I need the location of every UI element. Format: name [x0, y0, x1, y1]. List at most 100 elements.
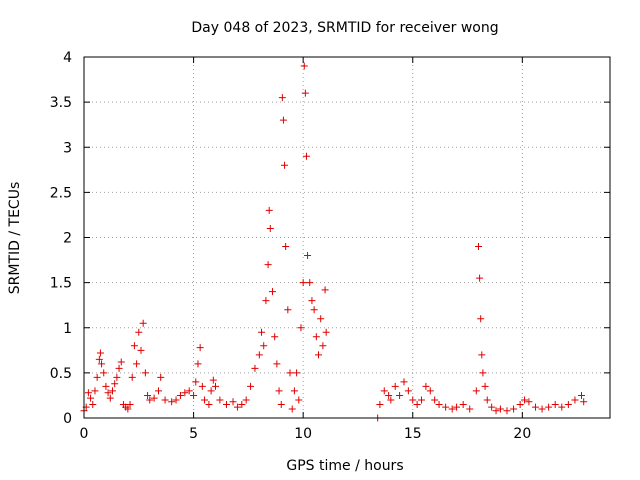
data-point	[492, 407, 500, 415]
data-point	[104, 389, 112, 397]
data-point	[84, 389, 92, 397]
data-point	[212, 382, 219, 390]
data-point	[251, 364, 259, 372]
data-point	[295, 396, 303, 404]
x-tick-label: 10	[294, 426, 312, 442]
data-point	[242, 396, 250, 404]
data-point	[168, 398, 176, 406]
data-point	[299, 279, 307, 287]
data-point	[478, 351, 486, 359]
data-point	[488, 403, 496, 411]
data-point	[262, 297, 270, 305]
y-tick-label: 2.5	[50, 185, 72, 201]
data-point	[479, 369, 487, 377]
data-point	[380, 387, 388, 395]
data-point	[176, 391, 184, 399]
y-tick-label: 1.5	[50, 276, 72, 292]
data-point	[198, 382, 206, 390]
data-point	[135, 328, 143, 336]
data-point	[205, 400, 213, 408]
data-point	[137, 346, 145, 354]
data-point	[385, 391, 393, 399]
data-point	[278, 94, 286, 102]
data-point	[312, 333, 320, 341]
y-tick-label: 4	[63, 50, 72, 66]
data-point	[271, 333, 279, 341]
y-axis-label: SRMTID / TECUs	[7, 182, 23, 295]
data-point	[310, 306, 318, 314]
data-point	[89, 400, 97, 408]
data-point	[229, 398, 237, 406]
data-point	[100, 369, 108, 377]
data-point	[302, 152, 310, 160]
data-point	[503, 407, 511, 415]
data-point	[185, 387, 193, 395]
data-point	[284, 306, 292, 314]
plot-frame	[83, 56, 611, 419]
data-point	[265, 206, 273, 214]
data-point	[409, 396, 417, 404]
y-tick-label: 0	[63, 411, 72, 427]
data-point	[87, 394, 95, 402]
x-tick-label: 0	[80, 426, 89, 442]
data-point	[418, 396, 426, 404]
data-point	[481, 382, 489, 390]
data-point	[113, 373, 121, 381]
data-point	[387, 396, 395, 404]
axis-ticks: 0 5 10 15 20 0 0.5 1 1.5 2 2.5 3 3.5 4	[50, 50, 610, 442]
data-point	[209, 376, 217, 384]
data-point	[322, 328, 330, 336]
data-point	[297, 324, 305, 332]
data-point	[258, 328, 266, 336]
data-point	[190, 391, 198, 399]
y-tick-label: 0.5	[50, 366, 72, 382]
data-point	[477, 315, 485, 323]
data-point	[521, 396, 529, 404]
data-point	[391, 382, 399, 390]
grid	[84, 57, 610, 418]
data-point	[279, 116, 287, 124]
data-point	[93, 373, 101, 381]
chart-title: Day 048 of 2023, SRMTID for receiver won…	[191, 20, 498, 36]
data-point	[545, 403, 553, 411]
data-point	[247, 382, 255, 390]
y-tick-label: 3	[63, 140, 72, 156]
data-point	[453, 403, 461, 411]
data-point	[264, 261, 272, 269]
data-point	[435, 400, 443, 408]
data-point	[315, 351, 323, 359]
data-point	[396, 391, 404, 399]
x-axis-label: GPS time / hours	[286, 458, 403, 474]
y-tick-label: 1	[63, 321, 72, 337]
data-point	[516, 400, 524, 408]
data-point	[139, 319, 147, 327]
data-point	[496, 405, 504, 413]
data-point	[286, 369, 294, 377]
data-point	[448, 405, 456, 413]
data-point	[413, 400, 421, 408]
data-point	[238, 400, 246, 408]
data-point	[172, 396, 180, 404]
data-point	[181, 389, 189, 397]
data-point	[128, 373, 136, 381]
data-point	[207, 387, 215, 395]
data-point	[308, 297, 316, 305]
data-point	[146, 396, 154, 404]
data-point	[95, 355, 103, 363]
data-point	[317, 315, 325, 323]
data-point	[301, 89, 309, 97]
data-point	[293, 369, 301, 377]
data-point	[260, 342, 268, 350]
x-tick-label: 5	[189, 426, 198, 442]
data-point	[551, 400, 559, 408]
data-point	[91, 387, 99, 395]
data-point	[564, 400, 572, 408]
y-tick-label: 3.5	[50, 95, 72, 111]
data-point	[117, 358, 125, 366]
data-point	[288, 405, 296, 413]
data-point	[426, 387, 434, 395]
data-point	[510, 405, 518, 413]
data-point	[300, 62, 308, 70]
data-point	[531, 403, 539, 411]
data-point	[483, 396, 491, 404]
